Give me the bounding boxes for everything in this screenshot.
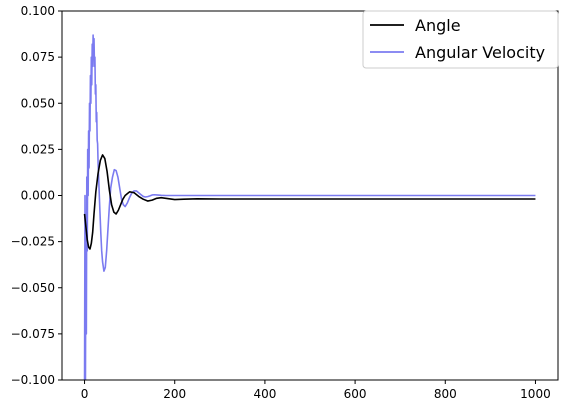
series-line-angular-velocity [83,34,536,380]
x-tick-label: 800 [434,387,457,401]
y-axis: −0.100 −0.075 −0.050 −0.025 0.000 0.025 0.050 0… [11,4,62,387]
y-tick-label: −0.075 [11,327,55,341]
y-tick-label: 0.100 [21,4,55,18]
x-tick-label: 200 [163,387,186,401]
x-tick-label: 1000 [520,387,551,401]
y-tick-label: 0.075 [21,50,55,64]
y-tick-label: −0.050 [11,281,55,295]
y-tick-label: 0.025 [21,142,55,156]
y-tick-label: 0.050 [21,96,55,110]
x-tick-label: 400 [253,387,276,401]
y-tick-label: −0.025 [11,235,55,249]
legend-label-angular-velocity: Angular Velocity [415,43,545,62]
x-tick-label: 600 [344,387,367,401]
legend: Angle Angular Velocity [362,10,559,69]
legend-label-angle: Angle [415,16,461,35]
x-tick-label: 0 [81,387,89,401]
series-line-angle [83,154,536,250]
x-axis: 0 200 400 600 800 1000 [81,380,551,401]
legend-box [362,10,559,69]
y-tick-label: 0.000 [21,189,55,203]
y-tick-label: −0.100 [11,373,55,387]
series-layer [83,34,536,380]
